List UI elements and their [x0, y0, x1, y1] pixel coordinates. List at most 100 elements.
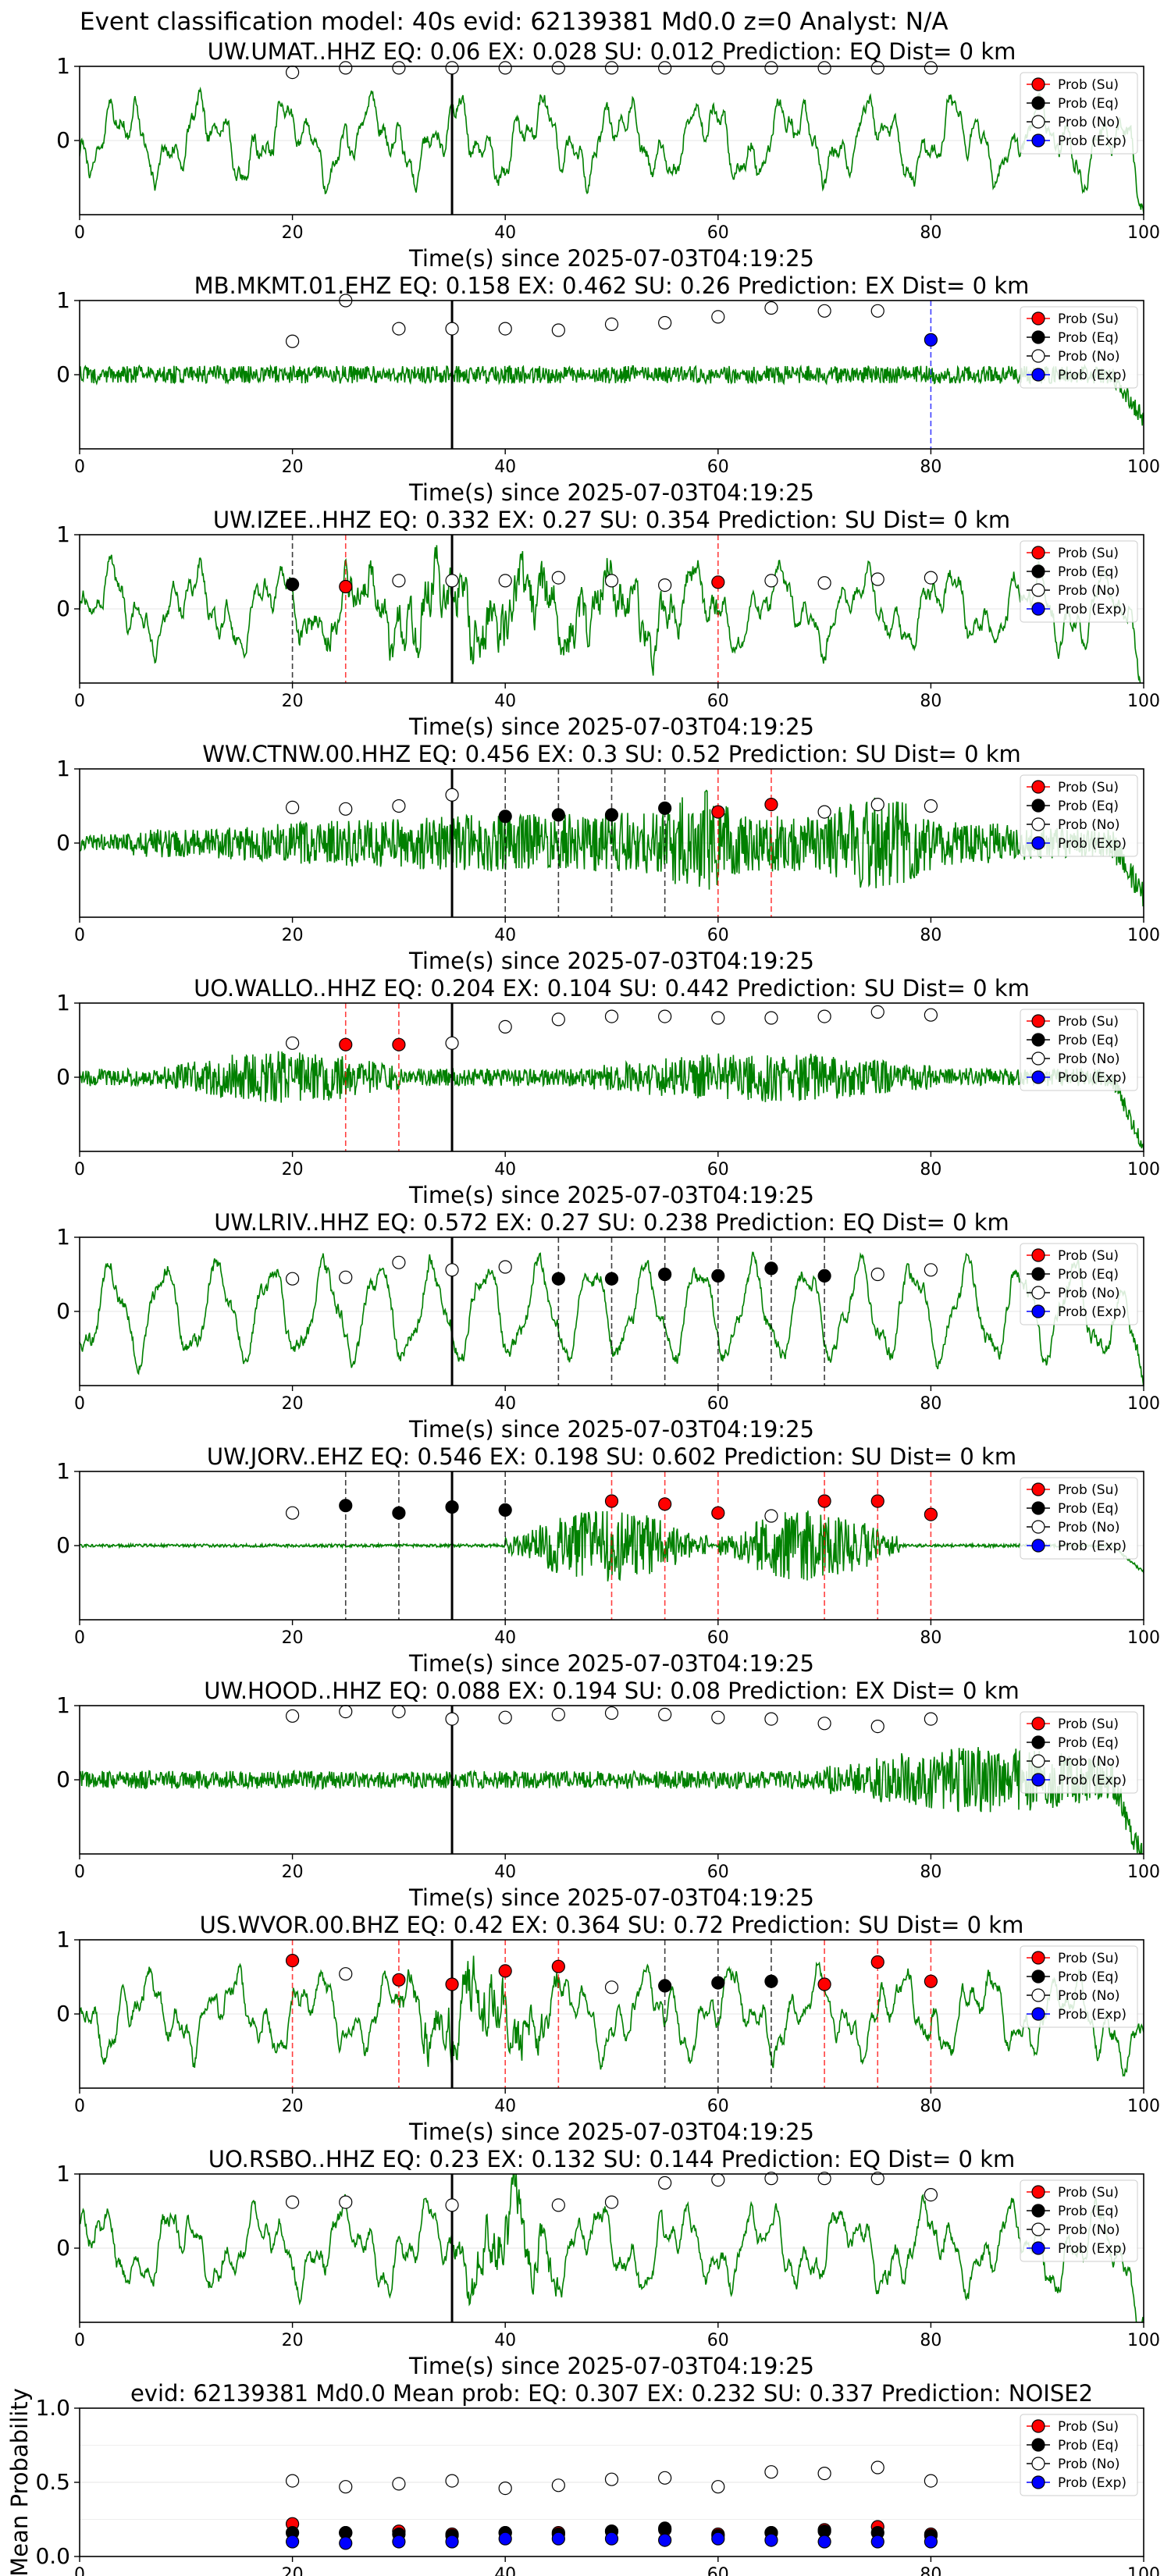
- legend-marker-exp: [1031, 1773, 1045, 1787]
- legend-label: Prob (Su): [1058, 77, 1119, 93]
- legend-label: Prob (Exp): [1058, 2007, 1127, 2023]
- prob-point-eq: [445, 1500, 459, 1514]
- x-axis-label: Time(s) since 2025-07-03T04:19:25: [408, 2119, 814, 2145]
- prob-point-no: [711, 1011, 725, 1025]
- legend-label: Prob (No): [1058, 1988, 1120, 2004]
- prob-point-no: [498, 1019, 512, 1034]
- x-tick-label: 0: [74, 1394, 85, 1414]
- legend-label: Prob (Exp): [1058, 836, 1127, 852]
- prob-point-no: [870, 797, 884, 812]
- x-tick-label: 60: [707, 1394, 729, 1414]
- prob-point-no: [604, 574, 619, 588]
- y-tick-label: 1: [56, 1224, 70, 1250]
- waveform-trace: [80, 1251, 1144, 1386]
- legend-label: Prob (No): [1058, 817, 1120, 833]
- prob-point-no: [498, 1710, 512, 1724]
- legend-box: [1020, 2179, 1138, 2262]
- x-tick-label: 80: [920, 926, 941, 945]
- legend-marker-su: [1031, 1482, 1045, 1496]
- legend-marker-no: [1031, 583, 1045, 597]
- prob-point-eq: [658, 1267, 672, 1282]
- prob-point-no: [392, 574, 406, 588]
- x-tick-label: 20: [282, 1863, 304, 1882]
- x-tick-label: 20: [282, 1394, 304, 1414]
- mean-prob-point-exp: [392, 2535, 406, 2549]
- legend-label: Prob (No): [1058, 1051, 1120, 1067]
- legend-box: [1020, 1009, 1138, 1091]
- prob-point-no: [924, 1008, 938, 1022]
- prob-point-no: [870, 61, 884, 75]
- waveform-trace: [80, 545, 1141, 683]
- prob-point-eq: [764, 1261, 778, 1276]
- x-axis-label: Time(s) since 2025-07-03T04:19:25: [408, 1884, 814, 1911]
- legend-label: Prob (Su): [1058, 1248, 1119, 1264]
- legend-marker-exp: [1031, 602, 1045, 616]
- legend-marker-exp: [1031, 2007, 1045, 2021]
- prob-point-su: [392, 1973, 406, 1987]
- legend-label: Prob (No): [1058, 1520, 1120, 1535]
- y-tick-label: 0.0: [35, 2543, 70, 2569]
- x-tick-label: 100: [1127, 2097, 1160, 2116]
- legend-box: [1020, 2414, 1138, 2496]
- prob-point-no: [551, 1707, 565, 1721]
- mean-prob-point-no: [817, 2467, 831, 2481]
- legend-label: Prob (No): [1058, 115, 1120, 130]
- x-tick-label: 0: [74, 2331, 85, 2350]
- figure-suptitle: Event classification model: 40s evid: 62…: [80, 8, 949, 36]
- waveform-trace: [80, 1955, 1144, 2077]
- x-axis-label: Time(s) since 2025-07-03T04:19:25: [408, 1416, 814, 1443]
- mean-prob-point-eq: [658, 2521, 672, 2535]
- legend-label: Prob (Exp): [1058, 133, 1127, 149]
- x-tick-label: 0: [74, 457, 85, 477]
- y-tick-label: 1: [56, 2161, 70, 2186]
- subplot-11: evid: 62139381 Md0.0 Mean prob: EQ: 0.30…: [6, 2380, 1160, 2576]
- x-tick-label: 60: [707, 926, 729, 945]
- waveform-trace: [80, 1051, 1144, 1151]
- y-tick-label: 0: [56, 1532, 70, 1558]
- legend: Prob (Su) Prob (Eq) Prob (No) Prob (Exp): [1020, 1009, 1138, 1091]
- legend-label: Prob (Eq): [1058, 1735, 1119, 1751]
- mean-prob-point-no: [711, 2480, 725, 2494]
- mean-prob-point-exp: [870, 2535, 884, 2549]
- legend-marker-su: [1031, 1248, 1045, 1262]
- mean-prob-point-no: [339, 2480, 353, 2494]
- prob-point-su: [764, 797, 778, 812]
- legend: Prob (Su) Prob (Eq) Prob (No) Prob (Exp): [1020, 1711, 1138, 1794]
- x-tick-label: 80: [920, 2565, 941, 2576]
- legend-marker-eq: [1031, 1969, 1045, 1984]
- prob-point-no: [286, 334, 300, 348]
- prob-point-no: [551, 2198, 565, 2212]
- prob-point-no: [711, 61, 725, 75]
- subplot-title: UW.IZEE..HHZ EQ: 0.332 EX: 0.27 SU: 0.35…: [213, 507, 1010, 533]
- x-tick-label: 20: [282, 692, 304, 711]
- x-tick-label: 80: [920, 2331, 941, 2350]
- legend-marker-no: [1031, 817, 1045, 831]
- legend-marker-exp: [1031, 836, 1045, 850]
- prob-point-no: [870, 1005, 884, 1019]
- subplot-title: MB.MKMT.01.EHZ EQ: 0.158 EX: 0.462 SU: 0…: [194, 272, 1030, 299]
- legend-label: Prob (No): [1058, 2222, 1120, 2238]
- prob-point-no: [286, 1506, 300, 1520]
- legend-label: Prob (No): [1058, 349, 1120, 365]
- subplot-title: evid: 62139381 Md0.0 Mean prob: EQ: 0.30…: [130, 2380, 1093, 2407]
- prob-point-no: [658, 1707, 672, 1721]
- mean-prob-point-no: [604, 2472, 619, 2486]
- x-tick-label: 0: [74, 926, 85, 945]
- subplot-6: UW.LRIV..HHZ EQ: 0.572 EX: 0.27 SU: 0.23…: [56, 1209, 1160, 1443]
- prob-point-su: [604, 1494, 619, 1508]
- legend: Prob (Su) Prob (Eq) Prob (No) Prob (Exp): [1020, 540, 1138, 623]
- x-tick-label: 80: [920, 457, 941, 477]
- prob-point-no: [604, 1980, 619, 1994]
- x-tick-label: 0: [74, 1863, 85, 1882]
- legend: Prob (Su) Prob (Eq) Prob (No) Prob (Exp): [1020, 2414, 1138, 2496]
- prob-point-no: [604, 317, 619, 331]
- mean-prob-point-exp: [551, 2532, 565, 2546]
- y-tick-label: 0: [56, 2001, 70, 2026]
- legend-marker-eq: [1031, 799, 1045, 813]
- mean-prob-point-exp: [711, 2532, 725, 2546]
- legend-label: Prob (Su): [1058, 1482, 1119, 1498]
- mean-prob-point-no: [658, 2471, 672, 2485]
- x-tick-label: 80: [920, 1160, 941, 1179]
- legend-label: Prob (Su): [1058, 1014, 1119, 1030]
- subplot-title: UW.LRIV..HHZ EQ: 0.572 EX: 0.27 SU: 0.23…: [214, 1209, 1009, 1236]
